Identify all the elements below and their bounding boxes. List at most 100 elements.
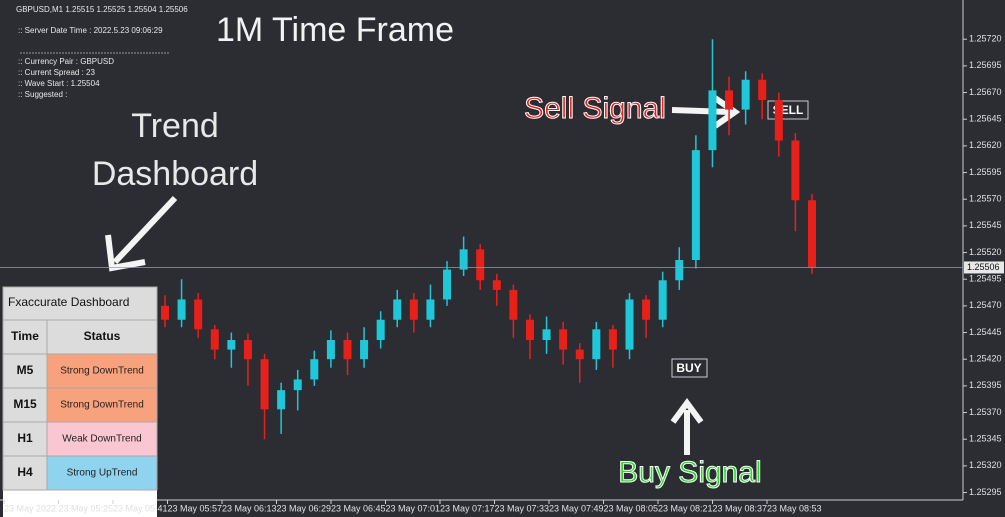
- header-cell: [2, 319, 48, 355]
- candle-body: [658, 280, 667, 320]
- candle-body: [376, 319, 385, 340]
- candle-body: [426, 299, 435, 320]
- candle-body: [592, 329, 601, 360]
- candle-body: [476, 249, 485, 281]
- y-tick-label: 1.25495: [969, 274, 1002, 284]
- candle-body: [459, 249, 468, 270]
- candle-body: [277, 390, 286, 410]
- info-line: :: Server Date Time : 2022.5.23 09:06:29: [18, 26, 163, 35]
- candle-body: [691, 150, 700, 260]
- time-label: M15: [13, 397, 37, 411]
- candle-body: [791, 140, 800, 201]
- x-tick-label: 23 May 05:57: [168, 503, 223, 513]
- y-tick-label: 1.25470: [969, 300, 1002, 310]
- y-tick-label: 1.25395: [969, 380, 1002, 390]
- y-tick-label: 1.25595: [969, 167, 1002, 177]
- candle-body: [443, 269, 452, 300]
- current-price-label: 1.25506: [967, 262, 1000, 272]
- x-tick-label: 23 May 07:17: [440, 503, 495, 513]
- time-cell: [2, 455, 48, 491]
- x-tick-label: 23 May 2022: [4, 503, 56, 513]
- time-label: M5: [17, 363, 34, 377]
- status-label: Strong DownTrend: [60, 366, 144, 377]
- y-tick-label: 1.25320: [969, 460, 1002, 470]
- y-tick-label: 1.25570: [969, 194, 1002, 204]
- x-tick-label: 23 May 08:53: [767, 503, 822, 513]
- candle-body: [492, 280, 501, 290]
- buy-tag-box: [671, 358, 708, 378]
- candle-body: [708, 90, 717, 151]
- x-tick-label: 23 May 07:01: [386, 503, 441, 513]
- x-tick-label: 23 May 06:45: [331, 503, 386, 513]
- time-cell: [2, 387, 48, 423]
- status-cell: [46, 353, 158, 389]
- status-label: Strong DownTrend: [60, 400, 144, 411]
- current-price-box: [964, 261, 1004, 274]
- candle-body: [243, 340, 252, 360]
- candle-body: [310, 359, 319, 380]
- y-tick-label: 1.25620: [969, 140, 1002, 150]
- y-tick-label: 1.25720: [969, 34, 1002, 44]
- candle-body: [343, 340, 352, 360]
- candle-body: [227, 340, 236, 350]
- dashboard-title-cell: [2, 286, 158, 321]
- x-tick-label: 23 May 08:05: [604, 503, 659, 513]
- y-tick-label: 1.25645: [969, 114, 1002, 124]
- x-tick-label: 23 May 06:13: [222, 503, 277, 513]
- candle-body: [575, 349, 584, 360]
- symbol-line: GBPUSD,M1 1.25515 1.25525 1.25504 1.2550…: [16, 5, 188, 14]
- y-tick-label: 1.25370: [969, 407, 1002, 417]
- status-cell: [46, 387, 158, 423]
- candle-body: [360, 340, 369, 360]
- arrow: [105, 95, 741, 455]
- candle-body: [210, 329, 219, 350]
- candle-body: [774, 100, 783, 141]
- status-label: Weak DownTrend: [62, 434, 141, 445]
- header-cell: [46, 319, 158, 355]
- y-tick-label: 1.25345: [969, 434, 1002, 444]
- candles: [161, 39, 816, 440]
- status-cell: [46, 455, 158, 491]
- time-cell: [2, 353, 48, 389]
- y-tick-label: 1.25520: [969, 247, 1002, 257]
- candle-body: [542, 329, 551, 340]
- info-line: :: Suggested :: [18, 90, 67, 99]
- candle-body: [642, 299, 651, 320]
- x-tick-label: 23 May 07:33: [495, 503, 550, 513]
- candle-body: [758, 79, 767, 100]
- candle-body: [260, 359, 269, 410]
- x-tick-label: 23 May 05:25: [59, 503, 114, 513]
- y-tick-label: 1.25295: [969, 487, 1002, 497]
- candle-body: [326, 340, 335, 360]
- candle-body: [293, 379, 302, 391]
- candle-body: [725, 90, 734, 110]
- dashboard-label: Dashboard: [92, 155, 258, 193]
- candle-body: [625, 299, 634, 350]
- dashboard: Fxaccurate Dashboard Time Status M5 Stron…: [2, 286, 158, 517]
- time-cell: [2, 421, 48, 457]
- candle-body: [675, 260, 684, 281]
- time-label: H1: [17, 431, 33, 445]
- candle-body: [177, 299, 186, 320]
- candle-body: [559, 329, 568, 350]
- info-line: :: Currency Pair : GBPUSD: [18, 57, 114, 66]
- x-tick-label: 23 May 06:29: [277, 503, 332, 513]
- y-tick-label: 1.25670: [969, 87, 1002, 97]
- y-tick-label: 1.25545: [969, 220, 1002, 230]
- y-tick-label: 1.25695: [969, 60, 1002, 70]
- candle-body: [194, 299, 203, 330]
- candle-body: [409, 299, 418, 320]
- dashboard-title: Fxaccurate Dashboard: [8, 295, 129, 309]
- x-tick-label: 23 May 07:49: [549, 503, 604, 513]
- x-tick-label: 23 May 05:41: [113, 503, 168, 513]
- candle-body: [608, 329, 617, 350]
- sell-signal-label: Sell Signal: [524, 92, 666, 125]
- x-tick-label: 23 May 08:37: [713, 503, 768, 513]
- x-tick-label: 23 May 08:21: [658, 503, 713, 513]
- y-tick-label: 1.25420: [969, 354, 1002, 364]
- buy-signal-label: Buy Signal: [618, 456, 761, 489]
- buy-tag: BUY: [676, 361, 701, 375]
- info-line: :: Wave Start : 1.25504: [18, 79, 100, 88]
